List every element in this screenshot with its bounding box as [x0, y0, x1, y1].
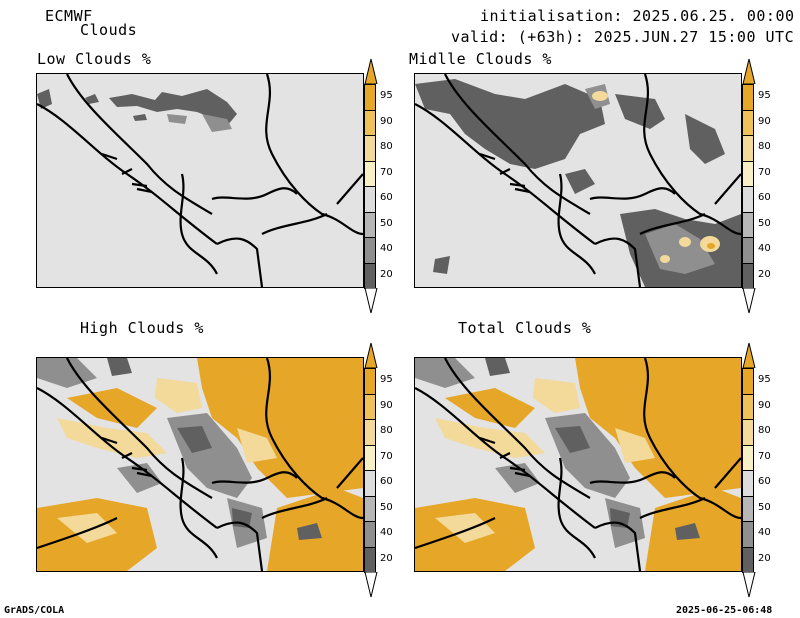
colorbar-label: 95 — [380, 374, 393, 385]
colorbar-segment — [364, 211, 376, 238]
colorbar-label: 40 — [380, 243, 393, 254]
colorbar-segment — [742, 262, 754, 289]
colorbar-segment — [742, 470, 754, 497]
colorbar-label: 50 — [380, 217, 393, 229]
colorbar-segment — [364, 419, 376, 446]
product-name: Clouds — [80, 21, 138, 39]
colorbar-top-arrow — [742, 58, 756, 84]
colorbar-label: 80 — [380, 141, 393, 152]
colorbar-top-arrow — [364, 58, 378, 84]
colorbar-bottom-arrow — [364, 572, 378, 598]
colorbar-segment — [364, 546, 376, 573]
colorbar-segment — [742, 521, 754, 548]
colorbar-segment — [742, 546, 754, 573]
colorbar-label: 50 — [380, 501, 393, 513]
colorbar-segment — [742, 109, 754, 136]
panel-title-high-clouds: High Clouds % — [80, 319, 204, 337]
colorbar-segment — [364, 470, 376, 497]
colorbar-label: 80 — [380, 425, 393, 436]
colorbar-top-arrow — [364, 342, 378, 368]
colorbar-segment — [364, 186, 376, 213]
colorbar-segment — [742, 495, 754, 522]
colorbar-segment — [742, 419, 754, 446]
panel-title-middle-clouds: Midlle Clouds % — [409, 50, 552, 68]
map-high-clouds — [36, 357, 364, 572]
colorbar-segment — [364, 444, 376, 471]
colorbar-label: 90 — [380, 115, 393, 127]
colorbar-label: 90 — [758, 399, 771, 411]
colorbar-label: 90 — [758, 115, 771, 127]
colorbar-label: 70 — [380, 166, 393, 178]
colorbar-segment — [742, 84, 754, 111]
colorbar-high-clouds: 95 90 80 70 60 50 40 20 — [364, 342, 408, 598]
colorbar-segment — [742, 211, 754, 238]
colorbar-label: 60 — [758, 192, 771, 203]
colorbar-segment — [742, 160, 754, 187]
panel-title-total-clouds: Total Clouds % — [458, 319, 592, 337]
colorbar-middle-clouds: 95 90 80 70 60 50 40 20 — [742, 58, 786, 314]
colorbar-label: 95 — [380, 90, 393, 101]
colorbar-segment — [364, 262, 376, 289]
colorbar-label: 20 — [380, 552, 393, 564]
colorbar-label: 80 — [758, 141, 771, 152]
colorbar-label: 50 — [758, 217, 771, 229]
colorbar-segment — [364, 393, 376, 420]
footer-timestamp: 2025-06-25-06:48 — [676, 605, 773, 616]
model-name: ECMWF — [45, 7, 93, 25]
colorbar-bottom-arrow — [742, 288, 756, 314]
colorbar-top-arrow — [742, 342, 756, 368]
colorbar-label: 70 — [758, 450, 771, 462]
valid-time: valid: (+63h): 2025.JUN.27 15:00 UTC — [451, 28, 795, 46]
colorbar-segment — [364, 368, 376, 395]
footer-credit: GrADS/COLA — [4, 605, 65, 616]
colorbar-label: 60 — [380, 192, 393, 203]
colorbar-bottom-arrow — [364, 288, 378, 314]
map-low-clouds — [36, 73, 364, 288]
colorbar-bottom-arrow — [742, 572, 756, 598]
colorbar-segment — [364, 495, 376, 522]
colorbar-segment — [742, 368, 754, 395]
colorbar-segment — [364, 160, 376, 187]
colorbar-segment — [364, 237, 376, 264]
initialisation-time: initialisation: 2025.06.25. 00:00 UTC — [480, 7, 800, 25]
colorbar-label: 60 — [380, 476, 393, 487]
map-total-clouds — [414, 357, 742, 572]
colorbar-segment — [364, 84, 376, 111]
colorbar-label: 40 — [380, 527, 393, 538]
colorbar-segment — [742, 393, 754, 420]
colorbar-label: 60 — [758, 476, 771, 487]
colorbar-segment — [742, 444, 754, 471]
colorbar-segment — [742, 237, 754, 264]
colorbar-segment — [742, 135, 754, 162]
colorbar-label: 50 — [758, 501, 771, 513]
colorbar-label: 40 — [758, 527, 771, 538]
colorbar-segment — [742, 186, 754, 213]
colorbar-label: 40 — [758, 243, 771, 254]
colorbar-label: 70 — [380, 450, 393, 462]
colorbar-label: 70 — [758, 166, 771, 178]
colorbar-segment — [364, 109, 376, 136]
colorbar-total-clouds: 95 90 80 70 60 50 40 20 — [742, 342, 786, 598]
colorbar-segment — [364, 135, 376, 162]
colorbar-label: 95 — [758, 374, 771, 385]
colorbar-low-clouds: 95 90 80 70 60 50 40 20 — [364, 58, 408, 314]
colorbar-label: 20 — [380, 268, 393, 280]
colorbar-segment — [364, 521, 376, 548]
colorbar-label: 90 — [380, 399, 393, 411]
colorbar-label: 80 — [758, 425, 771, 436]
map-middle-clouds — [414, 73, 742, 288]
panel-title-low-clouds: Low Clouds % — [37, 50, 152, 68]
colorbar-label: 95 — [758, 90, 771, 101]
colorbar-label: 20 — [758, 268, 771, 280]
colorbar-label: 20 — [758, 552, 771, 564]
